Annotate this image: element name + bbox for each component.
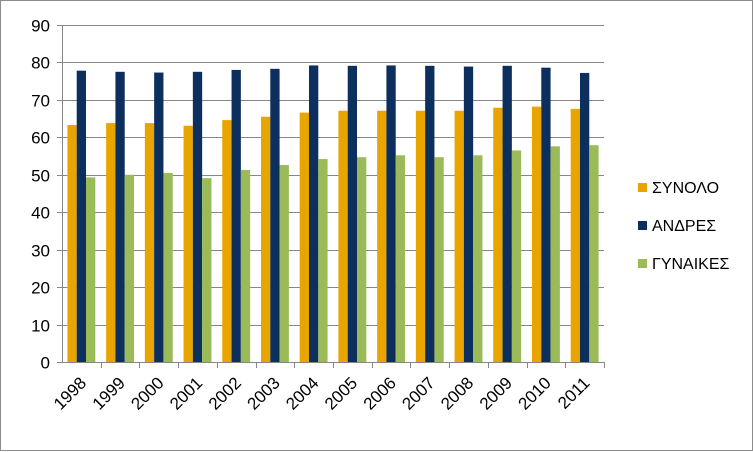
- bar-2007-2: [425, 65, 435, 362]
- x-tick-label: 2010: [515, 373, 555, 413]
- bar-2003-1: [260, 116, 271, 363]
- x-tick-label: 2008: [437, 373, 477, 413]
- bar-2006-1: [377, 110, 387, 362]
- bar-2010-3: [550, 146, 560, 362]
- bar-2005-3: [357, 157, 367, 362]
- legend-label-3: ΓΥΝΑΙΚΕΣ: [652, 256, 730, 273]
- bar-1998-2: [76, 70, 87, 363]
- bar-2000-2: [154, 72, 164, 363]
- x-tick-label: 2005: [321, 373, 361, 413]
- legend: ΣΥΝΟΛΟ ΑΝΔΡΕΣ ΓΥΝΑΙΚΕΣ: [638, 180, 730, 273]
- bar-2009-1: [493, 107, 503, 362]
- bars: [67, 65, 599, 363]
- bar-2004-1: [299, 112, 309, 363]
- bar-2002-3: [240, 169, 251, 362]
- x-tick-label: 2011: [554, 373, 593, 412]
- bar-2010-1: [531, 106, 542, 362]
- y-tick-label: 30: [31, 242, 50, 261]
- x-tick-label: 2002: [205, 373, 245, 413]
- bar-2007-1: [415, 110, 426, 362]
- bar-2008-3: [473, 155, 483, 362]
- y-tick-label: 40: [31, 204, 50, 223]
- y-tick-label: 10: [31, 317, 50, 336]
- bar-2009-3: [511, 150, 522, 362]
- y-tick-label: 0: [41, 354, 50, 373]
- bar-2006-2: [386, 65, 396, 362]
- x-tick-label: 2001: [166, 373, 206, 413]
- bar-2001-2: [192, 71, 203, 362]
- gridlines: [62, 25, 604, 326]
- y-tick-label: 80: [31, 54, 50, 73]
- bar-1998-1: [67, 124, 77, 362]
- bar-2006-3: [395, 155, 406, 362]
- bar-1999-1: [106, 123, 116, 362]
- bar-2011-2: [579, 72, 590, 363]
- bar-2001-1: [183, 125, 193, 362]
- bar-2002-2: [231, 69, 241, 363]
- x-tick-label: 1998: [50, 373, 90, 413]
- bar-2002-1: [222, 120, 232, 362]
- y-tick-label: 20: [31, 279, 50, 298]
- x-tick-label: 2006: [360, 373, 400, 413]
- bar-2009-2: [502, 65, 512, 362]
- bar-2004-3: [318, 159, 328, 362]
- legend-label-2: ΑΝΔΡΕΣ: [652, 218, 716, 235]
- legend-swatch-1: [638, 183, 647, 192]
- bar-2000-1: [144, 123, 155, 362]
- y-tick-label: 90: [31, 17, 50, 36]
- legend-swatch-3: [638, 259, 647, 268]
- bar-2008-1: [454, 110, 464, 362]
- y-tick-label: 50: [31, 167, 50, 186]
- y-tick-label: 70: [31, 92, 50, 111]
- bar-2005-1: [338, 110, 348, 362]
- bar-1998-3: [86, 177, 96, 362]
- x-tick-label: 2009: [476, 373, 516, 413]
- bar-2011-1: [570, 108, 580, 362]
- x-tick-label: 1999: [89, 373, 129, 413]
- bar-2007-3: [434, 157, 444, 362]
- legend-label-1: ΣΥΝΟΛΟ: [652, 180, 719, 197]
- x-tick-label: 2004: [282, 373, 322, 413]
- legend-swatch-2: [638, 221, 647, 230]
- x-tick-label: 2007: [398, 373, 438, 413]
- bar-2010-2: [541, 67, 551, 362]
- bar-2000-3: [163, 172, 173, 362]
- x-tick-label: 2003: [244, 373, 284, 413]
- bar-2003-3: [279, 165, 289, 362]
- y-tick-label: 60: [31, 129, 50, 148]
- bar-2005-2: [347, 65, 358, 362]
- x-tick-label: 2000: [127, 373, 167, 413]
- bar-2008-2: [463, 66, 474, 362]
- bar-2003-2: [270, 68, 280, 362]
- bar-2011-3: [589, 145, 599, 362]
- bar-1999-3: [124, 174, 135, 362]
- bar-1999-2: [115, 71, 125, 362]
- bar-2004-2: [308, 65, 319, 362]
- bar-2001-3: [202, 178, 212, 362]
